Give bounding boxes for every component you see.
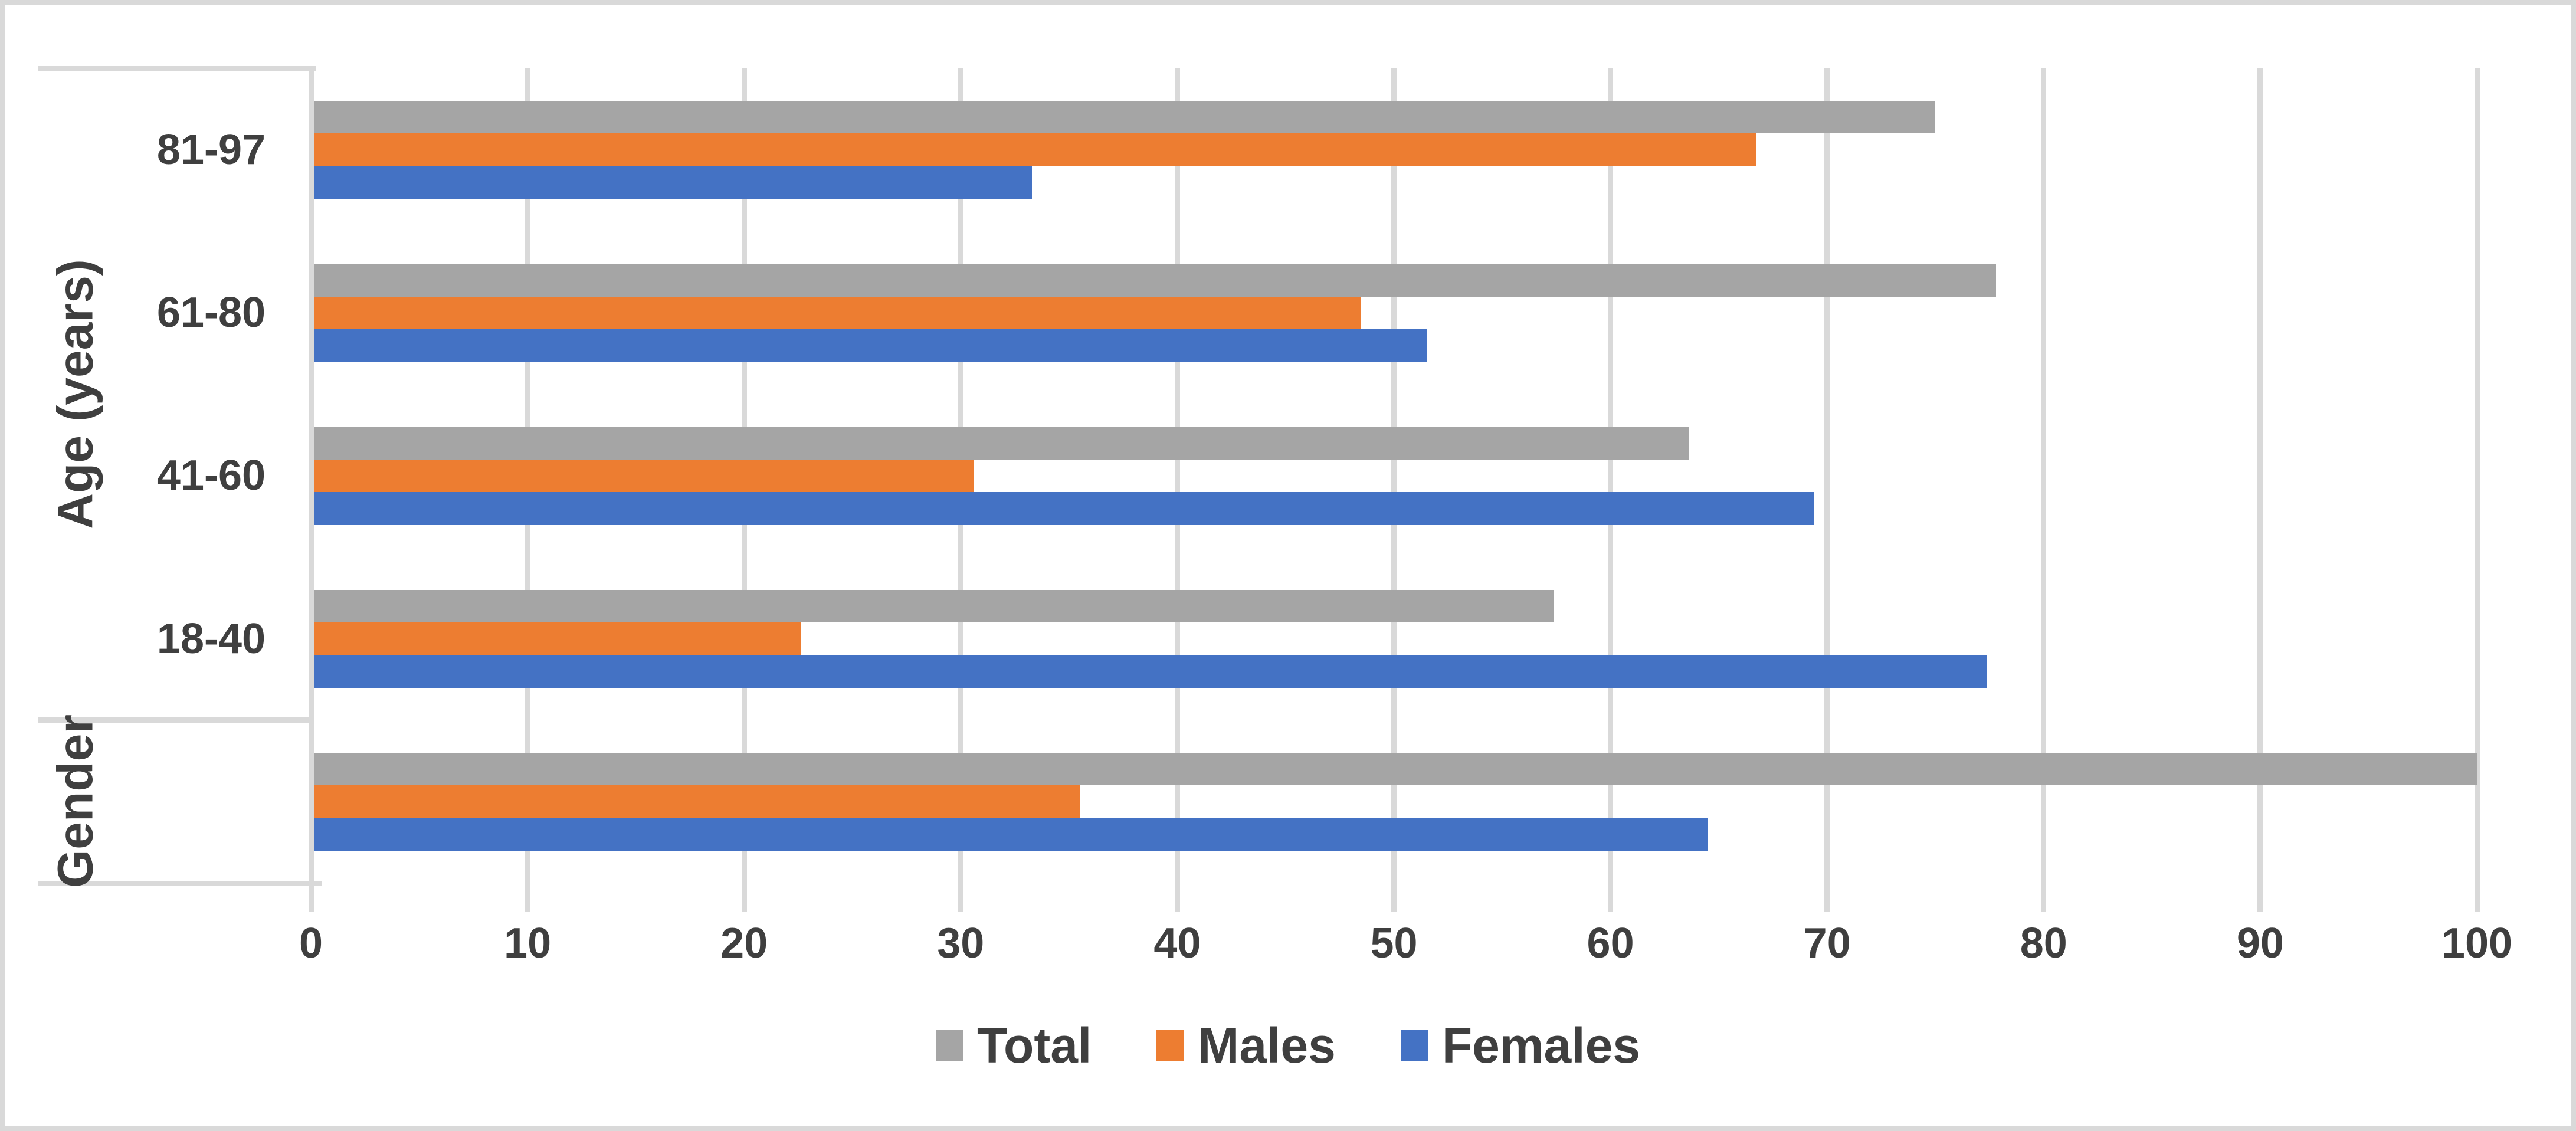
legend-label-females: Females (1441, 1018, 1641, 1073)
x-tick-label-90: 90 (2236, 920, 2284, 967)
gridline-70 (1824, 68, 1830, 883)
gridline-100 (2474, 68, 2480, 883)
category-label-18-40: 18-40 (156, 615, 266, 663)
legend-swatch-total (935, 1030, 963, 1061)
bar-41-60-total (311, 427, 1689, 460)
bar-41-60-females (311, 492, 1814, 525)
x-axis-tick-mark-10 (525, 883, 530, 912)
legend-item-females: Females (1400, 1018, 1641, 1073)
gridline-50 (1391, 68, 1397, 883)
x-axis-tick-mark-20 (741, 883, 747, 912)
x-tick-label-20: 20 (720, 920, 768, 967)
outer-axis-label-age: Age (years) (47, 259, 103, 529)
bar-18-40-total (311, 589, 1555, 622)
x-tick-label-0: 0 (299, 920, 323, 967)
bar-gender-total (311, 752, 2477, 786)
legend-label-males: Males (1198, 1018, 1336, 1073)
x-axis-tick-mark-50 (1391, 883, 1397, 912)
category-axis-box-top-line (38, 66, 316, 71)
x-axis-tick-mark-0 (308, 883, 314, 912)
x-tick-label-70: 70 (1803, 920, 1851, 967)
x-axis-tick-mark-40 (1174, 883, 1180, 912)
bar-18-40-males (311, 622, 801, 655)
legend-swatch-females (1400, 1030, 1428, 1061)
legend: Total Males Females (5, 1021, 2571, 1070)
category-label-41-60: 41-60 (156, 452, 266, 500)
x-tick-label-40: 40 (1153, 920, 1201, 967)
x-axis-tick-mark-80 (2041, 883, 2047, 912)
x-tick-label-60: 60 (1587, 920, 1634, 967)
category-axis-group-divider-line (38, 717, 312, 723)
x-tick-label-10: 10 (504, 920, 552, 967)
x-tick-label-80: 80 (2020, 920, 2067, 967)
bar-61-80-males (311, 296, 1362, 329)
bar-18-40-females (311, 655, 1988, 688)
gridline-40 (1174, 68, 1180, 883)
category-label-61-80: 61-80 (156, 289, 266, 337)
x-tick-label-100: 100 (2441, 920, 2513, 967)
x-axis-tick-mark-60 (1608, 883, 1614, 912)
bar-61-80-females (311, 329, 1427, 362)
x-tick-label-30: 30 (937, 920, 985, 967)
bar-41-60-males (311, 459, 974, 493)
legend-item-total: Total (935, 1018, 1092, 1073)
bar-81-97-males (311, 133, 1756, 166)
category-label-81-97: 81-97 (156, 126, 266, 174)
category-axis-box-bottom-line (38, 881, 322, 886)
x-axis-tick-mark-100 (2474, 883, 2480, 912)
outer-axis-label-gender: Gender (47, 714, 103, 889)
bar-gender-males (311, 785, 1080, 818)
x-axis-tick-mark-70 (1824, 883, 1830, 912)
gridline-90 (2257, 68, 2263, 883)
x-axis-tick-mark-90 (2257, 883, 2263, 912)
legend-label-total: Total (976, 1018, 1092, 1073)
bar-61-80-total (311, 264, 1997, 297)
legend-swatch-males (1156, 1030, 1184, 1061)
y-axis-line (309, 68, 314, 883)
x-tick-label-50: 50 (1370, 920, 1418, 967)
gridline-80 (2041, 68, 2047, 883)
gridline-60 (1608, 68, 1614, 883)
bar-gender-females (311, 818, 1708, 851)
bar-81-97-females (311, 166, 1033, 199)
legend-item-males: Males (1156, 1018, 1336, 1073)
x-axis-tick-mark-30 (958, 883, 963, 912)
bar-81-97-total (311, 101, 1936, 134)
